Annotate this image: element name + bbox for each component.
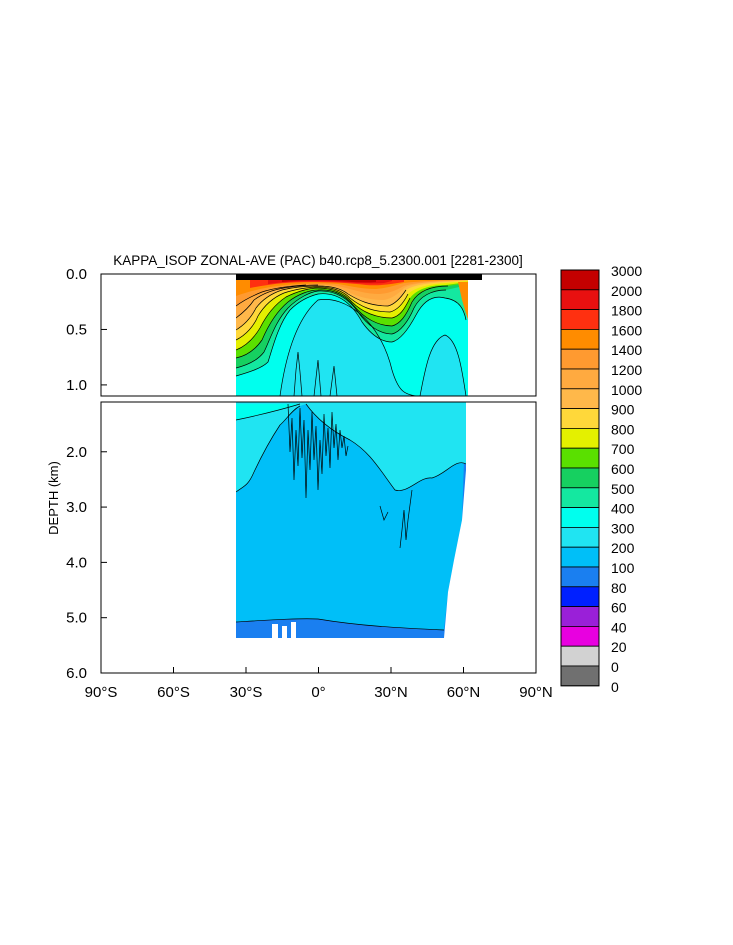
y-tick-label: 6.0 — [66, 665, 87, 682]
x-tick-label: 30°N — [374, 684, 408, 701]
chart-title: KAPPA_ISOP ZONAL-AVE (PAC) b40.rcp8_5.23… — [113, 253, 522, 268]
x-tick-label: 30°S — [230, 684, 263, 701]
y-tick-label: 4.0 — [66, 554, 87, 571]
data-mask-right-lower — [444, 402, 536, 673]
x-tick-label: 0° — [311, 684, 325, 701]
contour-fill-300-upper — [280, 299, 466, 396]
colorbar-swatch — [560, 368, 600, 390]
colorbar-swatch — [560, 487, 600, 508]
colorbar-swatch — [560, 586, 600, 607]
x-tick-label: 90°N — [519, 684, 553, 701]
bottom-gap-3 — [291, 622, 296, 640]
colorbar-swatch — [560, 566, 600, 588]
colorbar-swatch — [560, 645, 600, 667]
colorbar-legend: 3000200018001600140012001000900800700600… — [560, 263, 642, 695]
contour-fill-300-lower — [236, 402, 466, 492]
contour-fill-3000 — [282, 280, 376, 283]
y-axis-title: DEPTH (km) — [46, 461, 61, 535]
colorbar-label: 600 — [611, 461, 635, 477]
colorbar-label: 0 — [611, 659, 619, 675]
colorbar-swatch — [560, 328, 600, 350]
colorbar-swatch — [560, 606, 600, 627]
colorbar-swatch — [560, 289, 600, 310]
y-tick-label: 3.0 — [66, 499, 87, 516]
colorbar-swatch — [560, 348, 600, 370]
x-tick-label: 60°S — [157, 684, 190, 701]
colorbar-label: 40 — [611, 619, 627, 635]
colorbar-swatch — [560, 527, 600, 548]
contour-fill-1600 — [236, 280, 468, 296]
colorbar-swatch — [560, 388, 600, 409]
colorbar-label: 400 — [611, 501, 635, 517]
colorbar-label: 800 — [611, 421, 635, 437]
colorbar-label: 100 — [611, 560, 635, 576]
bottom-gap-2 — [282, 626, 287, 640]
data-mask-right-upper — [468, 280, 536, 396]
x-tick-label: 90°S — [85, 684, 118, 701]
colorbar-label: 1000 — [611, 382, 642, 398]
colorbar-label: 1400 — [611, 342, 642, 358]
y-tick-label: 1.0 — [66, 377, 87, 394]
colorbar-swatch — [560, 507, 600, 528]
bottom-gap-1 — [272, 624, 278, 640]
colorbar-frame — [560, 269, 600, 687]
upper-panel — [235, 274, 536, 396]
colorbar-swatch — [560, 447, 600, 469]
y-tick-label: 0.0 — [66, 266, 87, 283]
colorbar-label: 3000 — [611, 263, 642, 279]
colorbar-swatch — [560, 309, 600, 330]
y-tick-label: 2.0 — [66, 444, 87, 461]
y-tick-label: 5.0 — [66, 610, 87, 627]
upper-panel-frame — [100, 273, 537, 397]
colorbar-label: 500 — [611, 481, 635, 497]
y-tick-label: 0.5 — [66, 321, 87, 338]
x-axis-ticks: 90°S 60°S 30°S 0° 30°N 60°N 90°N — [85, 667, 553, 701]
upper-contour-lines — [235, 284, 467, 396]
colorbar-label: 700 — [611, 441, 635, 457]
x-tick-label: 60°N — [447, 684, 481, 701]
colorbar-swatch — [560, 626, 600, 647]
colorbar-label: 200 — [611, 540, 635, 556]
lower-panel — [101, 402, 536, 673]
colorbar-label: 60 — [611, 600, 627, 616]
colorbar-label: 1600 — [611, 322, 642, 338]
colorbar-label: 2000 — [611, 283, 642, 299]
colorbar-swatch — [560, 427, 600, 449]
colorbar-label: 300 — [611, 520, 635, 536]
colorbar-swatch — [560, 546, 600, 568]
colorbar-swatch — [560, 665, 600, 687]
colorbar-swatch — [560, 408, 600, 429]
colorbar-swatch — [560, 467, 600, 489]
colorbar-swatch — [560, 269, 600, 291]
surface-contour-cluster — [236, 274, 482, 280]
y-axis-ticks-upper: 0.0 0.5 1.0 — [66, 266, 107, 394]
contour-fill-400-lower — [236, 404, 300, 420]
colorbar-label: 1800 — [611, 303, 642, 319]
contour-fill-700 — [236, 280, 468, 358]
colorbar-label: 80 — [611, 580, 627, 596]
lower-contour-lines — [235, 403, 467, 631]
high-lat-edge-fill — [458, 282, 468, 320]
colorbar-label: 1200 — [611, 362, 642, 378]
colorbar-label: 900 — [611, 402, 635, 418]
contour-fill-800 — [236, 280, 468, 350]
y-axis-ticks-lower: 2.0 3.0 4.0 5.0 6.0 — [66, 444, 107, 682]
data-mask-left-lower — [101, 402, 236, 673]
data-mask-left-upper — [101, 274, 236, 396]
colorbar-label: 20 — [611, 639, 627, 655]
colorbar-bottom-label: 0 — [611, 679, 619, 695]
